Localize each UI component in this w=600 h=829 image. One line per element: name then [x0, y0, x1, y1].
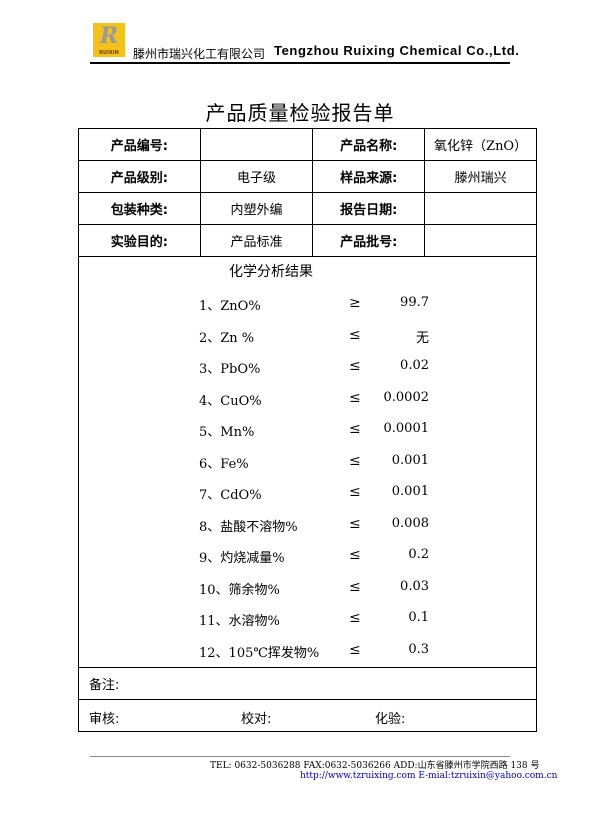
item-operator: ≤ [349, 421, 361, 437]
header-divider [90, 62, 510, 64]
field-value [199, 128, 314, 161]
field-label: 产品级别: [78, 160, 201, 193]
info-row: 产品级别: 电子级 样品来源: 滕州瑞兴 [78, 160, 537, 193]
field-label: 产品编号: [78, 128, 201, 161]
item-value: 0.001 [391, 452, 429, 468]
item-name: 7、CdO% [199, 488, 262, 503]
footer-contact: TEL: 0632-5036288 FAX:0632-5036266 ADD:山… [210, 761, 540, 771]
field-label: 实验目的: [78, 224, 201, 257]
field-value [424, 192, 537, 225]
test-label: 化验: [375, 712, 406, 727]
item-name: 6、Fe% [199, 456, 249, 472]
item-name: 4、CuO% [199, 393, 262, 409]
field-value: 氧化锌（ZnO） [424, 128, 537, 161]
item-operator: ≤ [349, 515, 361, 532]
report-table: 产品编号: 产品名称: 氧化锌（ZnO） 产品级别: 电子级 样品来源: 滕州瑞兴 包装种类:… [78, 128, 537, 732]
item-operator: ≤ [349, 547, 361, 563]
field-label: 报告日期: [312, 192, 426, 225]
item-operator: ≤ [349, 610, 361, 626]
check-label: 校对: [241, 712, 272, 727]
item-name: 12、105℃挥发物% [199, 645, 320, 661]
item-operator: ≤ [349, 578, 361, 595]
item-value: 0.001 [391, 484, 429, 499]
field-label: 产品批号: [312, 224, 426, 257]
item-operator: ≤ [349, 358, 361, 374]
item-value: 0.03 [400, 578, 429, 594]
item-operator: ≤ [349, 326, 361, 343]
item-value: 0.02 [400, 358, 429, 373]
item-name: 1、ZnO% [199, 299, 261, 314]
item-name: 9、灼烧减量% [199, 551, 285, 566]
item-value: 0.008 [391, 515, 429, 531]
field-label: 产品名称: [312, 128, 426, 161]
item-operator: ≥ [349, 295, 361, 311]
company-logo: R RUIXIN [93, 23, 125, 57]
footer-divider [90, 756, 510, 757]
info-row: 产品编号: 产品名称: 氧化锌（ZnO） [78, 128, 537, 161]
company-name-en: Tengzhou Ruixing Chemical Co.,Ltd. [274, 43, 520, 58]
item-value: 99.7 [400, 295, 429, 310]
item-operator: ≤ [349, 484, 361, 500]
item-name: 10、筛余物% [199, 582, 280, 598]
item-value: 0.1 [408, 610, 429, 625]
company-name-cn: 滕州市瑞兴化工有限公司 [133, 47, 266, 61]
item-name: 2、Zn % [199, 330, 255, 346]
field-value: 内塑外编 [199, 192, 314, 225]
item-value: 0.0002 [383, 389, 430, 405]
review-label: 审核: [89, 712, 120, 727]
item-value: 0.0001 [383, 421, 430, 436]
field-value [424, 224, 537, 257]
item-value: 0.2 [408, 547, 429, 562]
field-label: 样品来源: [312, 160, 426, 193]
page-title: 产品质量检验报告单 [205, 101, 395, 125]
email-link[interactable]: E-mial:tzruixin@yahoo.com.cn [418, 771, 558, 781]
results-title: 化学分析结果 [229, 264, 313, 280]
item-name: 3、PbO% [199, 362, 261, 377]
info-row: 实验目的: 产品标准 产品批号: [78, 224, 537, 257]
item-value: 0.3 [408, 641, 429, 657]
results-section: 化学分析结果 1、ZnO% ≥99.7 2、Zn % ≤ 无 3、PbO% ≤0.02 4、C… [78, 256, 537, 668]
field-value: 电子级 [199, 160, 314, 193]
field-value: 滕州瑞兴 [424, 160, 537, 193]
info-row: 包装种类: 内塑外编 报告日期: [78, 192, 537, 225]
remarks-label: 备注: [78, 667, 537, 700]
item-name: 5、Mn% [199, 425, 255, 440]
website-link[interactable]: http://www.tzruixing.com [300, 771, 416, 781]
field-value: 产品标准 [199, 224, 314, 257]
item-operator: ≤ [349, 389, 361, 406]
item-operator: ≤ [349, 641, 361, 658]
field-label: 包装种类: [78, 192, 201, 225]
item-value: 无 [415, 330, 429, 346]
item-name: 11、水溶物% [199, 614, 280, 629]
item-name: 8、盐酸不溶物% [199, 519, 298, 535]
item-operator: ≤ [349, 452, 361, 469]
